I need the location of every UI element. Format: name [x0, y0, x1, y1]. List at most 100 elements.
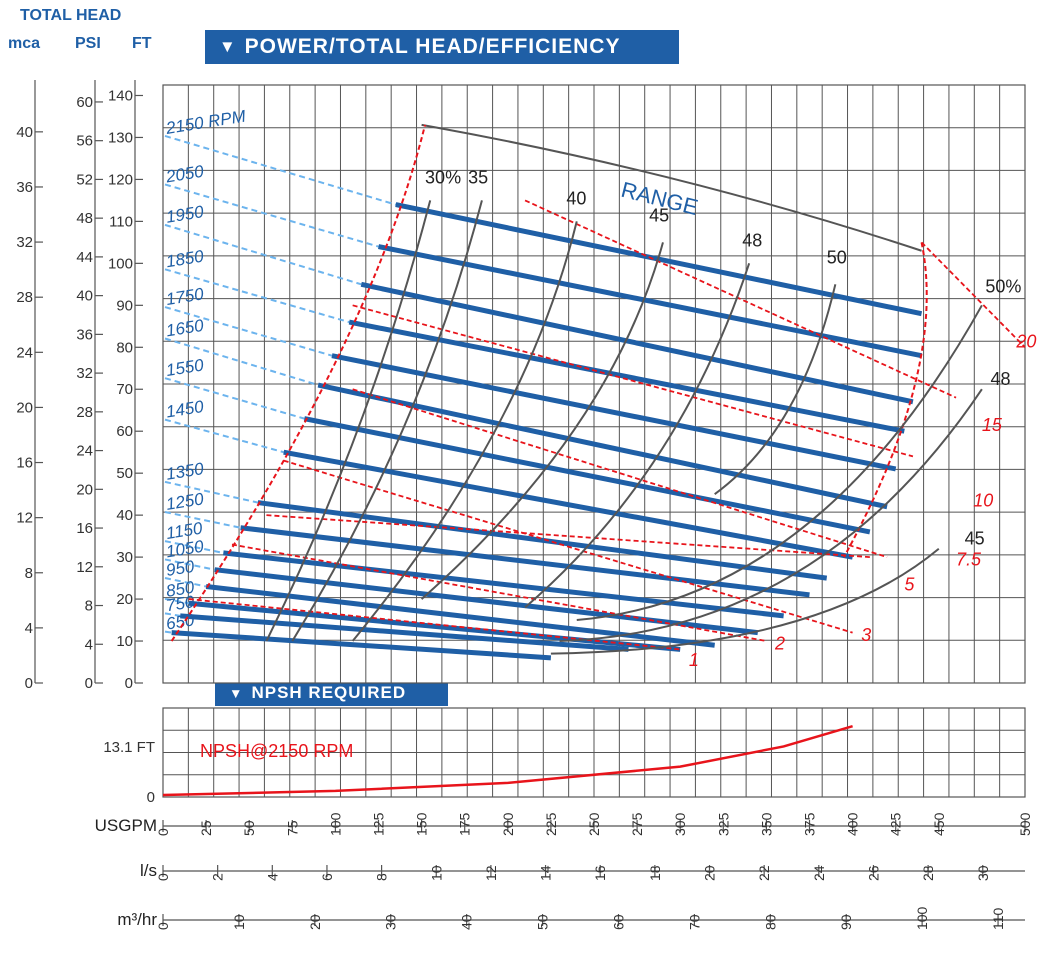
speed-curve	[214, 567, 759, 636]
x-axis-tick-label: 2	[210, 873, 226, 881]
left-axis-tick-label: 140	[108, 87, 133, 104]
left-axis-tick-label: 24	[76, 443, 93, 460]
speed-curve	[283, 449, 854, 560]
left-axis-tick-label: 60	[76, 94, 93, 111]
efficiency-label: 30%	[425, 168, 461, 188]
power-line	[266, 514, 870, 559]
x-axis-tick-label: 20	[307, 914, 323, 930]
power-label: 1	[689, 650, 699, 670]
x-axis-tick-label: 25	[198, 820, 214, 836]
speed-curve-extension	[164, 511, 241, 529]
npsh-curve	[162, 725, 853, 797]
speed-curve-extension	[164, 306, 333, 357]
triangle-down-icon: ▼	[219, 37, 237, 56]
x-axis-tick-label: 375	[802, 812, 818, 836]
left-axis-tick-label: 30	[116, 549, 133, 566]
left-axis-tick-label: 16	[76, 520, 93, 537]
triangle-down-icon: ▼	[229, 685, 244, 701]
x-axis-tick-label: 0	[155, 828, 171, 836]
x-axis-tick-label: 0	[155, 922, 171, 930]
chart-title-banner: ▼ POWER/TOTAL HEAD/EFFICIENCY	[205, 30, 679, 64]
power-label: 7.5	[956, 549, 982, 569]
left-axis-tick-label: 20	[16, 399, 33, 416]
speed-curve-extension	[164, 223, 362, 286]
left-axis-tick-label: 40	[76, 288, 93, 305]
x-axis-tick-label: 225	[543, 812, 559, 836]
x-axis-tick-label: 200	[500, 812, 516, 836]
x-axis-tick-label: 100	[327, 812, 343, 836]
left-axis-tick-label: 4	[85, 636, 93, 653]
speed-curve	[348, 319, 905, 434]
left-axis-tick-label: 0	[85, 675, 93, 692]
x-axis-tick-label: 24	[811, 865, 827, 881]
power-label: 20 HP	[1015, 331, 1040, 351]
axis-unit-psi: PSI	[75, 35, 101, 52]
x-axis-tick-label: 325	[715, 812, 731, 836]
efficiency-label: 50%	[985, 277, 1021, 297]
power-label: 15	[982, 415, 1003, 435]
left-axis-tick-label: 36	[76, 326, 93, 343]
speed-curve-extension	[164, 612, 181, 617]
speed-curve-label: 850	[165, 578, 197, 601]
speed-curve	[360, 281, 914, 405]
speed-curve	[205, 583, 715, 648]
power-label: 10	[973, 491, 993, 511]
left-axis-tick-label: 20	[76, 481, 93, 498]
speed-curve-extension	[164, 597, 190, 605]
npsh-title-banner: ▼ NPSH REQUIRED	[215, 680, 448, 706]
x-axis-tick-label: 150	[414, 812, 430, 836]
axis-unit-mca: mca	[8, 35, 41, 52]
efficiency-curve	[524, 263, 751, 609]
left-axis-tick-label: 20	[116, 591, 133, 608]
x-axis-tick-label: 18	[647, 865, 663, 881]
power-line	[188, 598, 681, 651]
left-axis-tick-label: 0	[125, 675, 133, 692]
speed-curve-label: 950	[165, 557, 197, 580]
left-axis-tick-label: 12	[76, 559, 93, 576]
npsh-title: NPSH REQUIRED	[251, 683, 407, 702]
left-axis-tick-label: 44	[76, 249, 93, 266]
power-line	[524, 199, 957, 399]
x-axis-unit: l/s	[140, 861, 157, 880]
power-line	[920, 241, 1026, 348]
x-axis-tick-label: 6	[319, 873, 335, 881]
left-axis-tick-label: 10	[116, 633, 133, 650]
min-flow-boundary	[170, 124, 427, 642]
left-axis-tick-label: 70	[116, 381, 133, 398]
efficiency-label: 45	[649, 205, 669, 225]
speed-curve-extension	[164, 577, 207, 588]
speed-curve-extension	[164, 337, 319, 387]
left-axis-tick-label: 4	[25, 620, 33, 637]
x-axis-tick-label: 10	[428, 865, 444, 881]
x-axis-tick-label: 70	[686, 914, 702, 930]
max-flow-boundary	[843, 242, 928, 558]
x-axis-tick-label: 60	[610, 914, 626, 930]
speed-curve-extension	[164, 183, 379, 248]
speed-curve	[223, 550, 784, 619]
x-axis-tick-label: 28	[920, 865, 936, 881]
npsh-series-label: NPSH@2150 RPM	[200, 741, 353, 761]
efficiency-label: 48	[991, 369, 1011, 389]
efficiency-curve	[559, 388, 983, 643]
x-axis-tick-label: 425	[888, 812, 904, 836]
x-axis-tick-label: 12	[483, 865, 499, 881]
left-axis-tick-label: 80	[116, 339, 133, 356]
speed-curve-extension	[164, 377, 305, 420]
efficiency-label: 45	[965, 529, 985, 549]
x-axis-tick-label: 250	[586, 812, 602, 836]
efficiency-curve	[550, 547, 940, 655]
left-axis-tick-label: 28	[76, 404, 93, 421]
power-label: 2	[774, 633, 785, 653]
x-axis-tick-label: 50	[241, 820, 257, 836]
x-axis-tick-label: 20	[702, 865, 718, 881]
efficiency-curve	[420, 242, 664, 600]
left-axis-tick-label: 130	[108, 129, 133, 146]
x-axis-tick-label: 450	[931, 812, 947, 836]
speed-curve-label: 750	[165, 592, 197, 615]
power-line	[283, 459, 853, 634]
x-axis-tick-label: 22	[756, 865, 772, 881]
left-axis-tick-label: 60	[116, 423, 133, 440]
power-line	[352, 388, 888, 558]
speed-curve-extension	[164, 630, 172, 634]
